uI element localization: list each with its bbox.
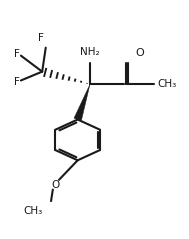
Text: O: O — [51, 180, 60, 190]
Text: O: O — [135, 48, 144, 58]
Text: CH₃: CH₃ — [23, 206, 42, 216]
Text: F: F — [14, 77, 20, 87]
Text: F: F — [38, 33, 44, 43]
Text: NH₂: NH₂ — [80, 47, 100, 57]
Text: CH₃: CH₃ — [157, 79, 177, 89]
Polygon shape — [74, 84, 90, 121]
Text: F: F — [14, 49, 20, 59]
